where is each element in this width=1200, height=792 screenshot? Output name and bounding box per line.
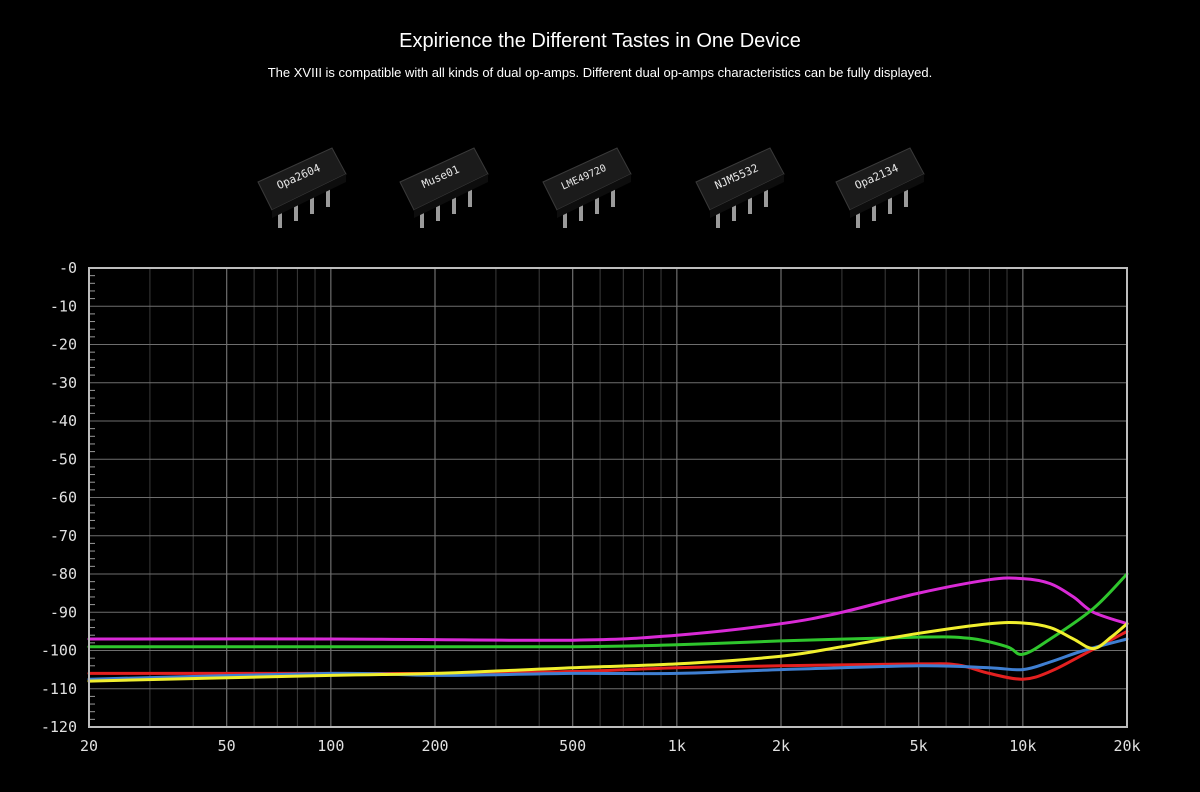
x-tick-label: 1k [668, 737, 686, 755]
page-title: Expirience the Different Tastes in One D… [399, 30, 801, 52]
chip-pin [563, 202, 567, 228]
series-line-yellow [87, 620, 1129, 683]
y-tick-label: -40 [50, 412, 77, 430]
chip-pin [436, 195, 440, 221]
y-tick-label: -60 [50, 489, 77, 507]
op-amp-chip-row: Opa2604 Muse01 LME49720 NJM5532 Opa2134 [0, 140, 1200, 240]
chip-pin [310, 188, 314, 214]
chip-pin [294, 195, 298, 221]
series-line-magenta [87, 576, 1129, 642]
x-tick-label: 20k [1113, 737, 1140, 755]
chart-series [87, 572, 1129, 683]
chip-pin [764, 181, 768, 207]
y-tick-label: -0 [59, 259, 77, 277]
chip-pin [872, 195, 876, 221]
x-tick-label: 10k [1009, 737, 1036, 755]
x-tick-label: 100 [317, 737, 344, 755]
x-tick-label: 5k [910, 737, 928, 755]
x-tick-label: 50 [218, 737, 236, 755]
y-tick-label: -120 [41, 718, 77, 736]
op-amp-chip-2: Muse01 [399, 147, 489, 228]
x-tick-label: 20 [80, 737, 98, 755]
y-tick-label: -100 [41, 642, 77, 660]
chip-pin [468, 181, 472, 207]
op-amp-chip-5: Opa2134 [835, 147, 925, 228]
chip-pin [326, 181, 330, 207]
x-tick-label: 200 [421, 737, 448, 755]
x-tick-label: 2k [772, 737, 790, 755]
series-line-green [87, 572, 1129, 656]
chip-pin [856, 202, 860, 228]
y-tick-label: -50 [50, 450, 77, 468]
y-tick-label: -20 [50, 336, 77, 354]
chip-pin [595, 188, 599, 214]
chart-grid-major [88, 267, 1128, 728]
y-tick-label: -80 [50, 565, 77, 583]
y-tick-label: -10 [50, 297, 77, 315]
op-amp-chip-3: LME49720 [542, 147, 632, 228]
chip-pin [716, 202, 720, 228]
chip-pin [579, 195, 583, 221]
y-tick-label: -90 [50, 603, 77, 621]
page-subtitle: The XVIII is compatible with all kinds o… [267, 65, 933, 80]
y-tick-label: -70 [50, 527, 77, 545]
y-axis-labels: -0 -10 -20 -30 -40 -50 -60 -70 -80 -90 -100 -110 -12… [41, 259, 77, 736]
chip-pin [904, 181, 908, 207]
x-axis-labels: 20 50 100 200 500 1k 2k 5k 10k 20k [80, 737, 1141, 755]
chip-pin [888, 188, 892, 214]
chip-pin [452, 188, 456, 214]
x-tick-label: 500 [559, 737, 586, 755]
chip-pin [278, 202, 282, 228]
chip-pin [748, 188, 752, 214]
frequency-response-chart: -0 -10 -20 -30 -40 -50 -60 -70 -80 -90 -100 -110 -12… [41, 259, 1141, 755]
y-tick-label: -30 [50, 374, 77, 392]
op-amp-chip-1: Opa2604 [257, 147, 347, 228]
chip-pin [732, 195, 736, 221]
op-amp-chip-4: NJM5532 [695, 147, 785, 228]
chip-pin [420, 202, 424, 228]
plot-frame [88, 267, 1128, 728]
chip-pin [611, 181, 615, 207]
y-tick-label: -110 [41, 680, 77, 698]
